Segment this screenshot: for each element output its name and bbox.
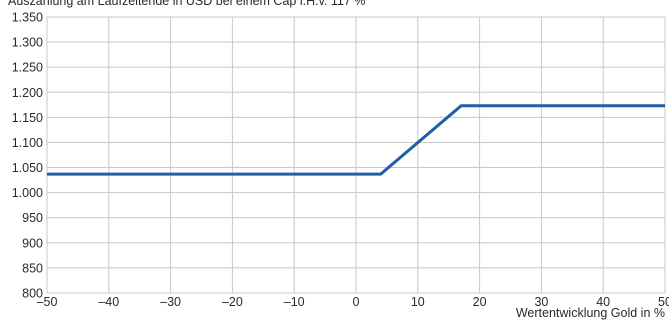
x-tick-label: 30 [534,295,548,309]
y-tick-label: 850 [22,261,43,275]
y-tick-label: 1.250 [12,61,43,75]
series [47,104,665,176]
x-tick-label: –50 [37,295,58,309]
y-axis-title: Auszahlung am Laufzeitende in USD bei ei… [8,0,365,8]
x-tick-label: 10 [411,295,425,309]
y-tick-label: 1.350 [12,11,43,25]
y-tick-label: 1.050 [12,161,43,175]
x-tick-label: 50 [658,295,669,309]
grid [46,16,666,294]
y-tick-label: 800 [22,287,43,301]
y-tick-label: 900 [22,236,43,250]
y-tick-label: 1.000 [12,186,43,200]
y-tick-label: 950 [22,211,43,225]
y-tick-label: 1.300 [12,36,43,50]
x-tick-label: –40 [98,295,119,309]
x-tick-label: 20 [473,295,487,309]
y-tick-label: 1.150 [12,111,43,125]
plot-frame [46,16,666,294]
x-axis-title: Wertentwicklung Gold in % [516,306,665,320]
y-axis-ticks: 800 850 900 950 1.000 1.050 1.100 1.150 1.200 1.2… [12,11,43,301]
x-tick-label: 0 [353,295,360,309]
series-line [47,104,665,176]
y-tick-label: 1.100 [12,136,43,150]
x-tick-label: –10 [284,295,305,309]
x-tick-label: –20 [222,295,243,309]
x-axis-ticks: –50 –40 –30 –20 –10 0 10 20 30 40 50 [37,295,669,309]
y-tick-label: 1.200 [12,86,43,100]
x-tick-label: 40 [596,295,610,309]
x-tick-label: –30 [160,295,181,309]
